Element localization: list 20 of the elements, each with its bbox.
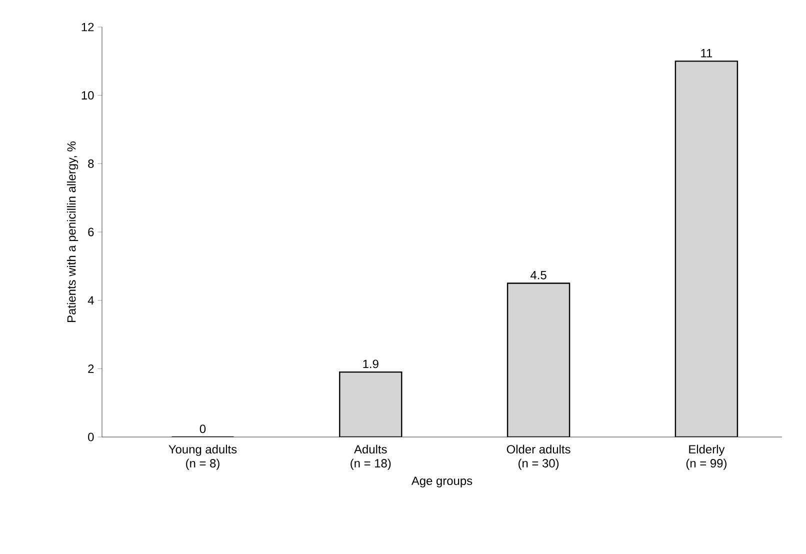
y-tick-label: 12 — [82, 22, 94, 32]
y-tick-label: 0 — [88, 432, 94, 442]
x-axis-title: Age groups — [411, 476, 472, 488]
data-label: 0 — [200, 424, 206, 434]
x-tick-label: Young adults (n = 8) — [168, 444, 237, 470]
y-tick-label: 4 — [88, 296, 94, 304]
bar — [339, 371, 402, 437]
x-tick-label: Adults (n = 18) — [350, 444, 391, 470]
y-axis-title: Patients with a penicillin allergy, % — [66, 142, 78, 322]
y-tick-label: 2 — [88, 364, 94, 373]
y-tick-label: 8 — [88, 159, 94, 168]
data-label: 4.5 — [530, 270, 546, 280]
y-tick-label: 10 — [82, 91, 94, 100]
x-tick-label: Older adults (n = 30) — [506, 444, 570, 470]
x-tick-label: Elderly (n = 99) — [686, 444, 726, 470]
data-label: 1.9 — [363, 360, 378, 368]
bar — [674, 60, 738, 437]
data-label: 11 — [701, 49, 712, 58]
bar — [506, 282, 570, 437]
y-tick-label: 6 — [88, 228, 94, 236]
